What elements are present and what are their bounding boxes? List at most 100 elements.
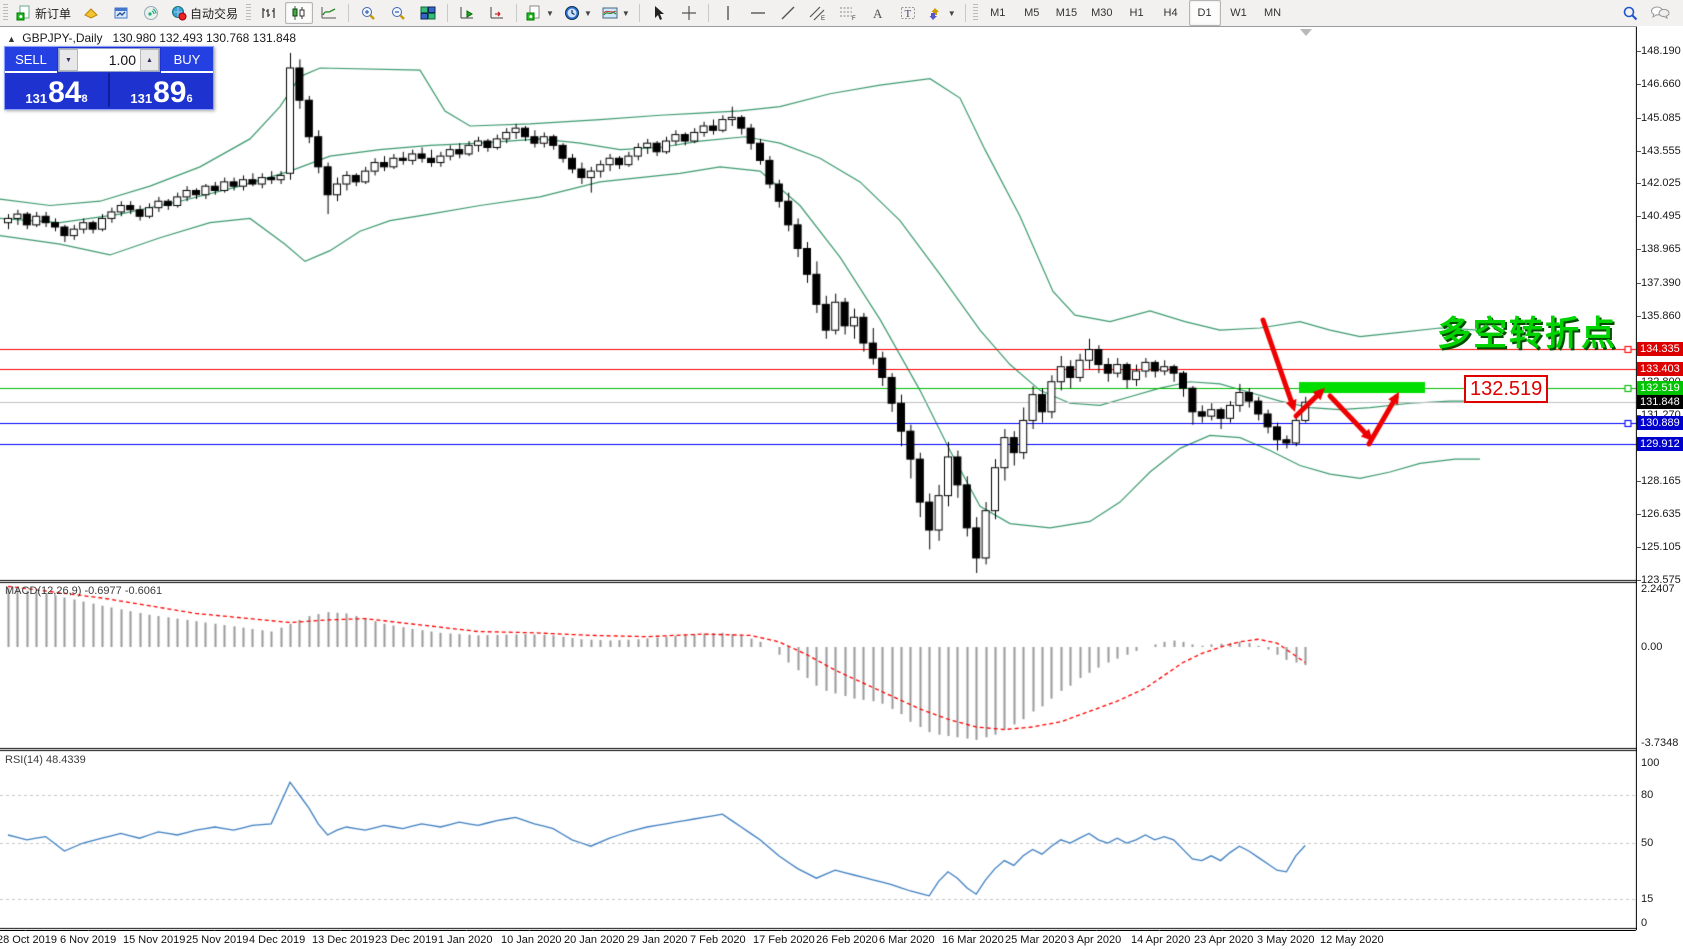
price-tick-label: 123.575: [1641, 574, 1681, 586]
price-tick-label: 126.635: [1641, 508, 1681, 521]
date-label: 3 Apr 2020: [1068, 934, 1122, 946]
price-tick-mark: [1637, 249, 1641, 251]
search-icon: [1623, 6, 1637, 20]
templates-dropdown-caret[interactable]: ▼: [621, 8, 630, 18]
chart-shift-button[interactable]: [483, 2, 511, 24]
timeframe-button-m30[interactable]: M30: [1091, 7, 1113, 19]
rsi-axis-label: 50: [1641, 837, 1654, 849]
macd-indicator-label: MACD(12,26,9) -0.6977 -0.6061: [5, 585, 163, 597]
toolbar-grip[interactable]: [246, 4, 252, 22]
rsi-axis-label: 100: [1641, 757, 1660, 769]
autotrading-label: 自动交易: [190, 6, 239, 21]
buy-price-pips: 89: [153, 75, 187, 109]
cursor-button[interactable]: [645, 2, 673, 24]
candlestick-chart-button[interactable]: [285, 2, 314, 24]
search-button[interactable]: [1616, 2, 1644, 24]
periods-dropdown-caret[interactable]: ▼: [583, 8, 592, 18]
price-tick-mark: [1637, 315, 1641, 317]
buy-price-figure: 131: [130, 91, 153, 106]
timeframe-bar: M1 M5 M15 M30 H1 H4 D1 W1 MN: [981, 0, 1290, 26]
new-order-button[interactable]: 新订单: [12, 2, 75, 24]
toolbar-grip[interactable]: [972, 4, 978, 22]
volume-value[interactable]: 1.00: [78, 49, 140, 71]
timeframe-button-m5[interactable]: M5: [1024, 7, 1040, 19]
line-chart-button[interactable]: [315, 2, 343, 24]
equidistant-channel-button[interactable]: E: [804, 2, 832, 24]
ledger-button[interactable]: [77, 2, 105, 24]
date-label: 6 Mar 2020: [879, 934, 935, 946]
timeframe-button-mn[interactable]: MN: [1263, 7, 1282, 19]
price-tick-mark: [1637, 414, 1641, 416]
price-tick-mark: [1637, 183, 1641, 185]
svg-text:A: A: [873, 6, 883, 21]
volume-increase-button[interactable]: ▲: [140, 49, 159, 71]
sell-price-pips: 84: [48, 75, 82, 109]
scroll-marker-icon[interactable]: [1300, 29, 1312, 36]
arrows-icon: [929, 8, 939, 20]
crosshair-button[interactable]: [675, 2, 703, 24]
indicators-button[interactable]: ▼: [522, 2, 558, 24]
volume-decrease-button[interactable]: ▼: [59, 49, 78, 71]
horizontal-line-button[interactable]: [744, 2, 772, 24]
timeframe-button-m15[interactable]: M15: [1055, 7, 1078, 19]
new-chart-button[interactable]: [107, 2, 135, 24]
price-callout-132519[interactable]: 132.519: [1464, 375, 1549, 403]
price-tick-label: 137.390: [1641, 277, 1681, 290]
equidistant-channel-icon: E: [809, 6, 825, 21]
chat-button[interactable]: [1646, 2, 1674, 24]
timeframe-button-m1[interactable]: M1: [990, 7, 1006, 19]
tile-windows-button[interactable]: [414, 2, 442, 24]
price-badge-134335: 134.335: [1637, 341, 1683, 356]
svg-text:T: T: [904, 8, 911, 20]
signals-button[interactable]: [137, 2, 165, 24]
timeframe-button-h1[interactable]: H1: [1129, 7, 1144, 19]
zoom-in-button[interactable]: [354, 2, 382, 24]
vertical-line-button[interactable]: [714, 2, 742, 24]
svg-text:F: F: [852, 16, 856, 21]
buy-button[interactable]: BUY: [161, 47, 213, 73]
bar-chart-button[interactable]: [255, 2, 283, 24]
price-badge-130889: 130.889: [1637, 415, 1683, 430]
auto-scroll-icon: [460, 7, 474, 19]
toolbar-grip[interactable]: [3, 4, 8, 22]
date-label: 7 Feb 2020: [690, 934, 746, 946]
date-label: 25 Nov 2019: [186, 934, 249, 946]
fibonacci-button[interactable]: F: [834, 2, 862, 24]
chart-symbol-period: GBPJPY-,Daily: [22, 31, 103, 45]
timeframe-button-h4[interactable]: H4: [1163, 7, 1178, 19]
date-axis[interactable]: 28 Oct 2019 6 Nov 2019 15 Nov 2019 25 Nov 2…: [0, 931, 1683, 949]
collapse-triangle-icon[interactable]: ▲: [7, 34, 16, 44]
crosshair-icon: [681, 6, 696, 20]
arrows-button[interactable]: ▼: [924, 2, 960, 24]
price-tick-mark: [1637, 481, 1641, 483]
date-label: 23 Dec 2019: [375, 934, 438, 946]
arrows-dropdown-caret[interactable]: ▼: [947, 8, 956, 18]
new-order-icon: [16, 5, 30, 21]
price-axis[interactable]: 148.190 146.660 145.085 143.555 142.025 140.4…: [1637, 26, 1683, 930]
indicators-dropdown-caret[interactable]: ▼: [546, 8, 554, 18]
zoom-in-icon: [362, 7, 375, 20]
turning-point-annotation[interactable]: 多空转折点: [1437, 315, 1617, 353]
periods-button[interactable]: ▼: [560, 2, 596, 24]
timeframe-button-w1[interactable]: W1: [1230, 7, 1247, 19]
autotrading-button[interactable]: 自动交易: [167, 2, 242, 24]
chart-ohlc-values: 130.980 132.493 130.768 131.848: [112, 31, 297, 45]
buy-quote[interactable]: 131 89 6: [110, 73, 213, 107]
price-tick-mark: [1637, 547, 1641, 549]
text-label-button[interactable]: T: [894, 2, 922, 24]
timeframe-button-d1[interactable]: D1: [1188, 0, 1221, 26]
sell-button[interactable]: SELL: [5, 47, 57, 73]
templates-button[interactable]: ▼: [598, 2, 634, 24]
rsi-axis-label: 80: [1641, 789, 1654, 801]
trendline-button[interactable]: [774, 2, 802, 24]
price-badge-131848: 131.848: [1637, 395, 1683, 410]
chart-title: ▲ GBPJPY-,Daily 130.980 132.493 130.768 …: [7, 31, 296, 45]
zoom-out-button[interactable]: [384, 2, 412, 24]
price-tick-label: 142.025: [1641, 177, 1681, 190]
sell-quote[interactable]: 131 84 8: [5, 73, 110, 107]
price-tick-label: 135.860: [1641, 309, 1681, 322]
auto-scroll-button[interactable]: [453, 2, 481, 24]
text-button[interactable]: A: [864, 2, 892, 24]
